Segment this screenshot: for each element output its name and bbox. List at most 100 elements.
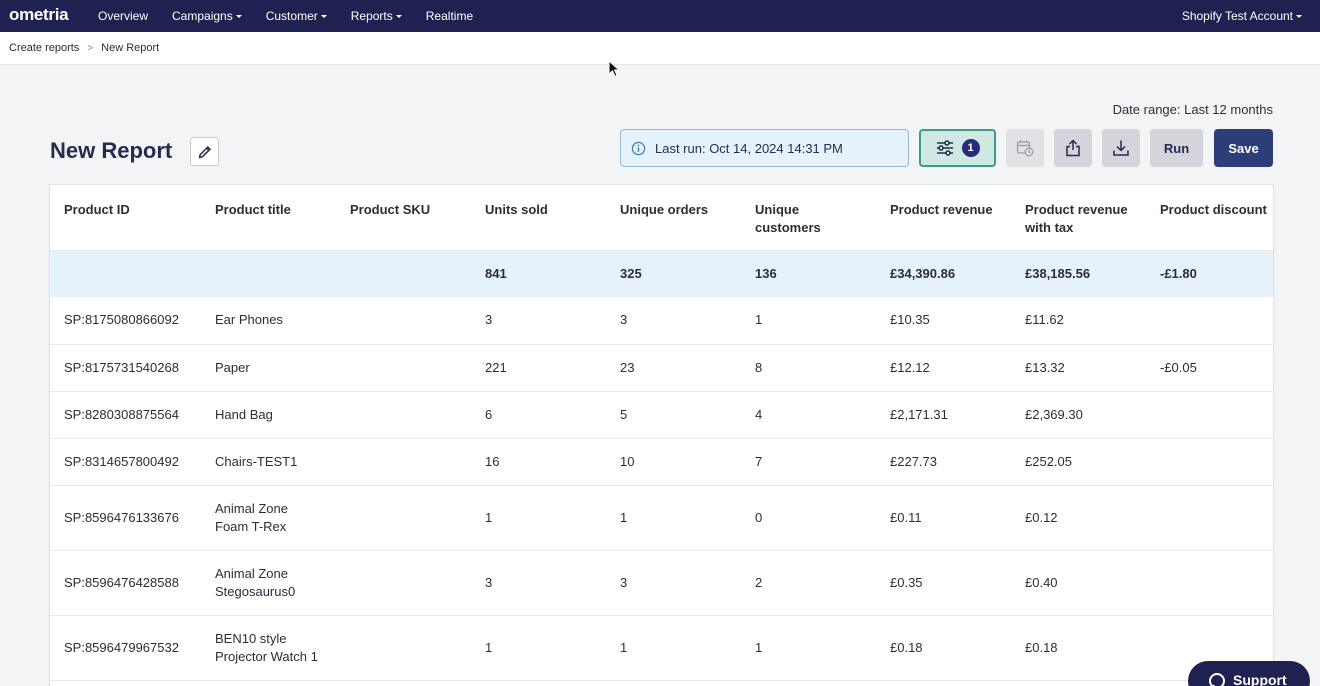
- table-cell: 23: [620, 359, 635, 375]
- table-cell: Ear Phones: [201, 297, 336, 344]
- nav-item-label: Campaigns: [172, 9, 233, 23]
- table-cell: Paper: [201, 344, 336, 391]
- pencil-icon: [198, 145, 211, 158]
- save-button[interactable]: Save: [1214, 129, 1273, 167]
- download-icon: [1113, 140, 1129, 156]
- column-header[interactable]: Unique customers: [741, 185, 876, 250]
- top-navigation: ometria Overview Campaigns Customer Repo…: [0, 0, 1320, 32]
- column-header[interactable]: Product SKU: [336, 185, 471, 250]
- schedule-button[interactable]: [1006, 129, 1044, 167]
- totals-row: 841 325 136 £34,390.86 £38,185.56 -£1.80: [50, 250, 1273, 297]
- table-cell: [1146, 485, 1273, 550]
- column-header-label: customers: [755, 220, 821, 235]
- table-row[interactable]: SP:8596479967532 BEN10 style Projector Wat…: [50, 615, 1273, 680]
- table-cell: [336, 615, 471, 680]
- column-header-label: Product revenue: [890, 202, 993, 217]
- table-cell: 7: [755, 453, 763, 469]
- account-menu[interactable]: Shopify Test Account: [1182, 0, 1302, 32]
- table-cell: [1146, 297, 1273, 344]
- table-cell: £0.12: [1025, 509, 1058, 525]
- column-header-label: Product title: [215, 202, 291, 217]
- table-cell: £2,369.30: [1025, 406, 1083, 422]
- edit-title-button[interactable]: [190, 137, 219, 166]
- table-row[interactable]: SP:8175080866092 Ear Phones 3 3 1 £10.35 £11.6…: [50, 297, 1273, 344]
- table-row[interactable]: SP:8280308875564 Hand Bag 6 5 4 £2,171.31 £2,3…: [50, 391, 1273, 438]
- totals-cell: £38,185.56: [1025, 266, 1091, 282]
- column-header-label: Product ID: [64, 202, 130, 217]
- table-cell: 2: [755, 574, 763, 590]
- product-title-line: Paper: [215, 359, 250, 375]
- nav-item-label: Customer: [265, 9, 318, 23]
- nav-item-realtime[interactable]: Realtime: [426, 9, 473, 23]
- table-cell: 3: [620, 574, 628, 590]
- table-cell: 1: [755, 639, 763, 655]
- table-row[interactable]: SP:8596476428588 Animal Zone Stegosaurus0 3…: [50, 550, 1273, 615]
- nav-item-customer[interactable]: Customer: [266, 9, 327, 23]
- nav-item-label: Overview: [98, 9, 149, 23]
- caret-down-icon: [1296, 14, 1302, 18]
- nav-item-campaigns[interactable]: Campaigns: [172, 9, 242, 23]
- table-cell: 10: [620, 453, 635, 469]
- support-label: Support: [1233, 672, 1287, 686]
- table-row[interactable]: SP:8314657800492 Chairs-TEST1 16 10 7 £227.73…: [50, 438, 1273, 485]
- table-cell: SP:8596479967532: [64, 639, 179, 655]
- product-title-line: Stegosaurus0: [215, 583, 296, 599]
- filters-button[interactable]: 1: [919, 129, 996, 167]
- table-cell: £12.12: [890, 359, 930, 375]
- table-cell: 3: [485, 312, 493, 328]
- ometria-logo[interactable]: ometria: [9, 5, 69, 24]
- table-cell: Hand Bag: [201, 391, 336, 438]
- breadcrumb-separator: >: [87, 42, 94, 54]
- table-cell: £11.62: [1025, 312, 1064, 328]
- breadcrumb-create-reports[interactable]: Create reports: [9, 42, 80, 54]
- column-header[interactable]: Product title: [201, 185, 336, 250]
- column-header[interactable]: Unique orders: [606, 185, 741, 250]
- last-run-text: Last run: Oct 14, 2024 14:31 PM: [655, 140, 843, 156]
- table-cell: [336, 438, 471, 485]
- table-row[interactable]: SP:8175731540268 Paper 221 23 8 £12.12 £13.32 -…: [50, 344, 1273, 391]
- table-cell: Chairs-TEST1: [201, 438, 336, 485]
- info-icon: [631, 141, 646, 156]
- nav-item-reports[interactable]: Reports: [351, 9, 402, 23]
- column-header-label: Product revenue: [1025, 202, 1128, 217]
- download-button[interactable]: [1102, 129, 1140, 167]
- totals-cell: [50, 250, 201, 297]
- table-cell: £0.35: [890, 574, 923, 590]
- totals-cell: 841: [485, 266, 507, 282]
- table-header-row: Product ID Product title Product SKU Units …: [50, 185, 1273, 250]
- table-cell: SP:8596476133676: [64, 509, 179, 525]
- column-header-label: Unique orders: [620, 202, 709, 217]
- nav-item-overview[interactable]: Overview: [98, 9, 148, 23]
- table-cell: [336, 344, 471, 391]
- table-cell: 5: [620, 406, 628, 422]
- column-header[interactable]: Units sold: [471, 185, 606, 250]
- table-cell: £0.40: [1025, 574, 1058, 590]
- share-button[interactable]: [1054, 129, 1092, 167]
- product-title-line: Ear Phones: [215, 312, 283, 328]
- totals-cell: £34,390.86: [890, 266, 956, 282]
- last-run-banner: Last run: Oct 14, 2024 14:31 PM: [620, 129, 909, 167]
- table-cell: [336, 391, 471, 438]
- table-cell: SP:8175731540268: [64, 359, 179, 375]
- table-cell: 3: [620, 312, 628, 328]
- filter-count-badge: 1: [961, 139, 980, 157]
- support-button[interactable]: Support: [1188, 661, 1310, 686]
- table-cell: 8: [755, 359, 763, 375]
- column-header-label: Unique: [755, 202, 800, 217]
- run-button[interactable]: Run: [1150, 129, 1203, 167]
- table-cell: £252.05: [1025, 453, 1072, 469]
- column-header[interactable]: Product discount: [1146, 185, 1273, 250]
- table-cell: SP:8314657800492: [64, 453, 179, 469]
- column-header[interactable]: Product ID: [50, 185, 201, 250]
- table-cell: £0.11: [890, 509, 922, 525]
- column-header[interactable]: Product revenue: [876, 185, 1011, 250]
- table-cell: [1146, 550, 1273, 615]
- product-title-line: Animal Zone: [215, 500, 288, 516]
- table-cell: 1: [620, 509, 628, 525]
- breadcrumb-current: New Report: [101, 42, 160, 54]
- table-cell: Animal Zone Foam T-Rex: [201, 485, 336, 550]
- table-cell: 16: [485, 453, 500, 469]
- table-row[interactable]: SP:8596476133676 Animal Zone Foam T-Rex 1 1 0…: [50, 485, 1273, 550]
- table-cell: £10.35: [890, 312, 930, 328]
- column-header[interactable]: Product revenue with tax: [1011, 185, 1146, 250]
